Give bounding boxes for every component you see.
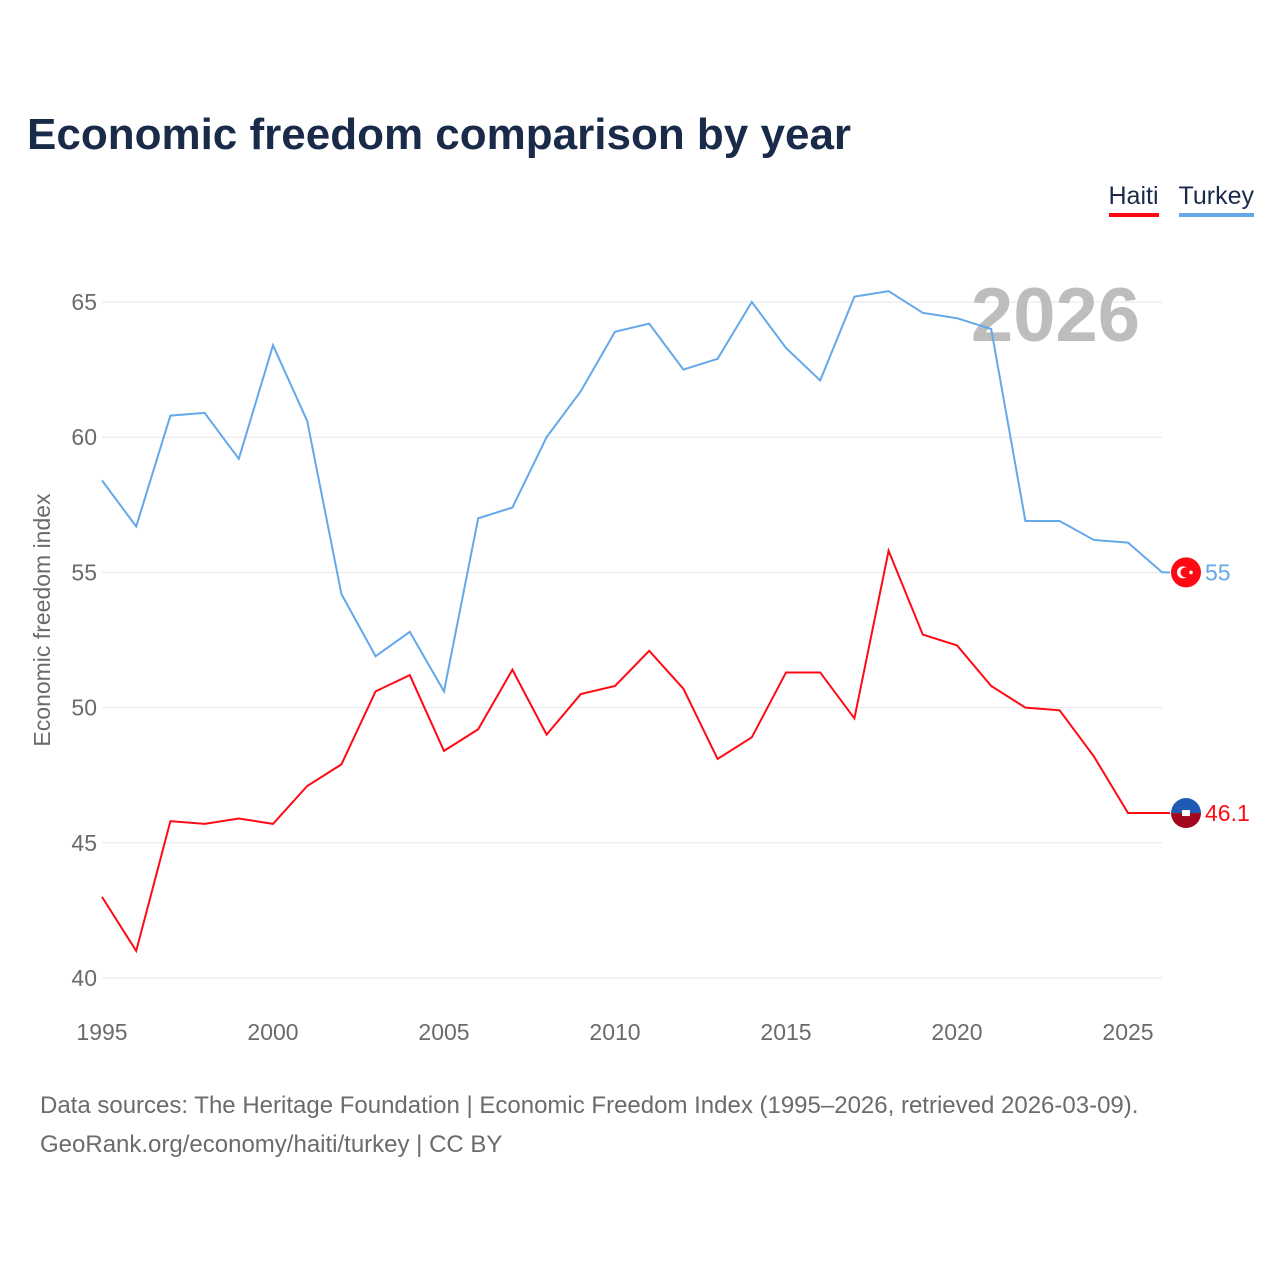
y-tick-label: 60	[71, 424, 97, 450]
haiti-line	[101, 547, 1170, 954]
turkey-line	[101, 290, 1170, 695]
x-tick-label: 2020	[931, 1019, 982, 1045]
source-line-1: Data sources: The Heritage Foundation | …	[40, 1092, 1139, 1119]
haiti-end-label: 46.1	[1205, 800, 1250, 826]
year-watermark: 2026	[971, 273, 1140, 358]
y-axis-label: Economic freedom index	[29, 493, 55, 747]
turkey-end-label: 55	[1205, 559, 1231, 585]
x-tick-label: 2000	[247, 1019, 298, 1045]
x-tick-label: 2010	[589, 1019, 640, 1045]
source-line-2[interactable]: GeoRank.org/economy/haiti/turkey | CC BY	[40, 1131, 503, 1158]
y-tick-label: 65	[71, 289, 97, 315]
x-tick-label: 2005	[418, 1019, 469, 1045]
legend-haiti[interactable]: Haiti	[1108, 182, 1159, 217]
turkey-flag-icon	[1171, 557, 1201, 588]
haiti-flag-icon	[1171, 798, 1201, 829]
y-tick-label: 40	[71, 965, 97, 991]
y-tick-label: 45	[71, 830, 97, 856]
legend-turkey[interactable]: Turkey	[1178, 182, 1254, 217]
y-tick-label: 55	[71, 559, 97, 585]
legend: Haiti Turkey	[1108, 182, 1254, 217]
source-note: Data sources: The Heritage Foundation | …	[40, 1086, 1138, 1164]
x-tick-label: 1995	[76, 1019, 127, 1045]
x-tick-label: 2025	[1102, 1019, 1153, 1045]
chart-title: Economic freedom comparison by year	[27, 110, 852, 159]
x-tick-label: 2015	[760, 1019, 811, 1045]
y-tick-label: 50	[71, 695, 97, 721]
